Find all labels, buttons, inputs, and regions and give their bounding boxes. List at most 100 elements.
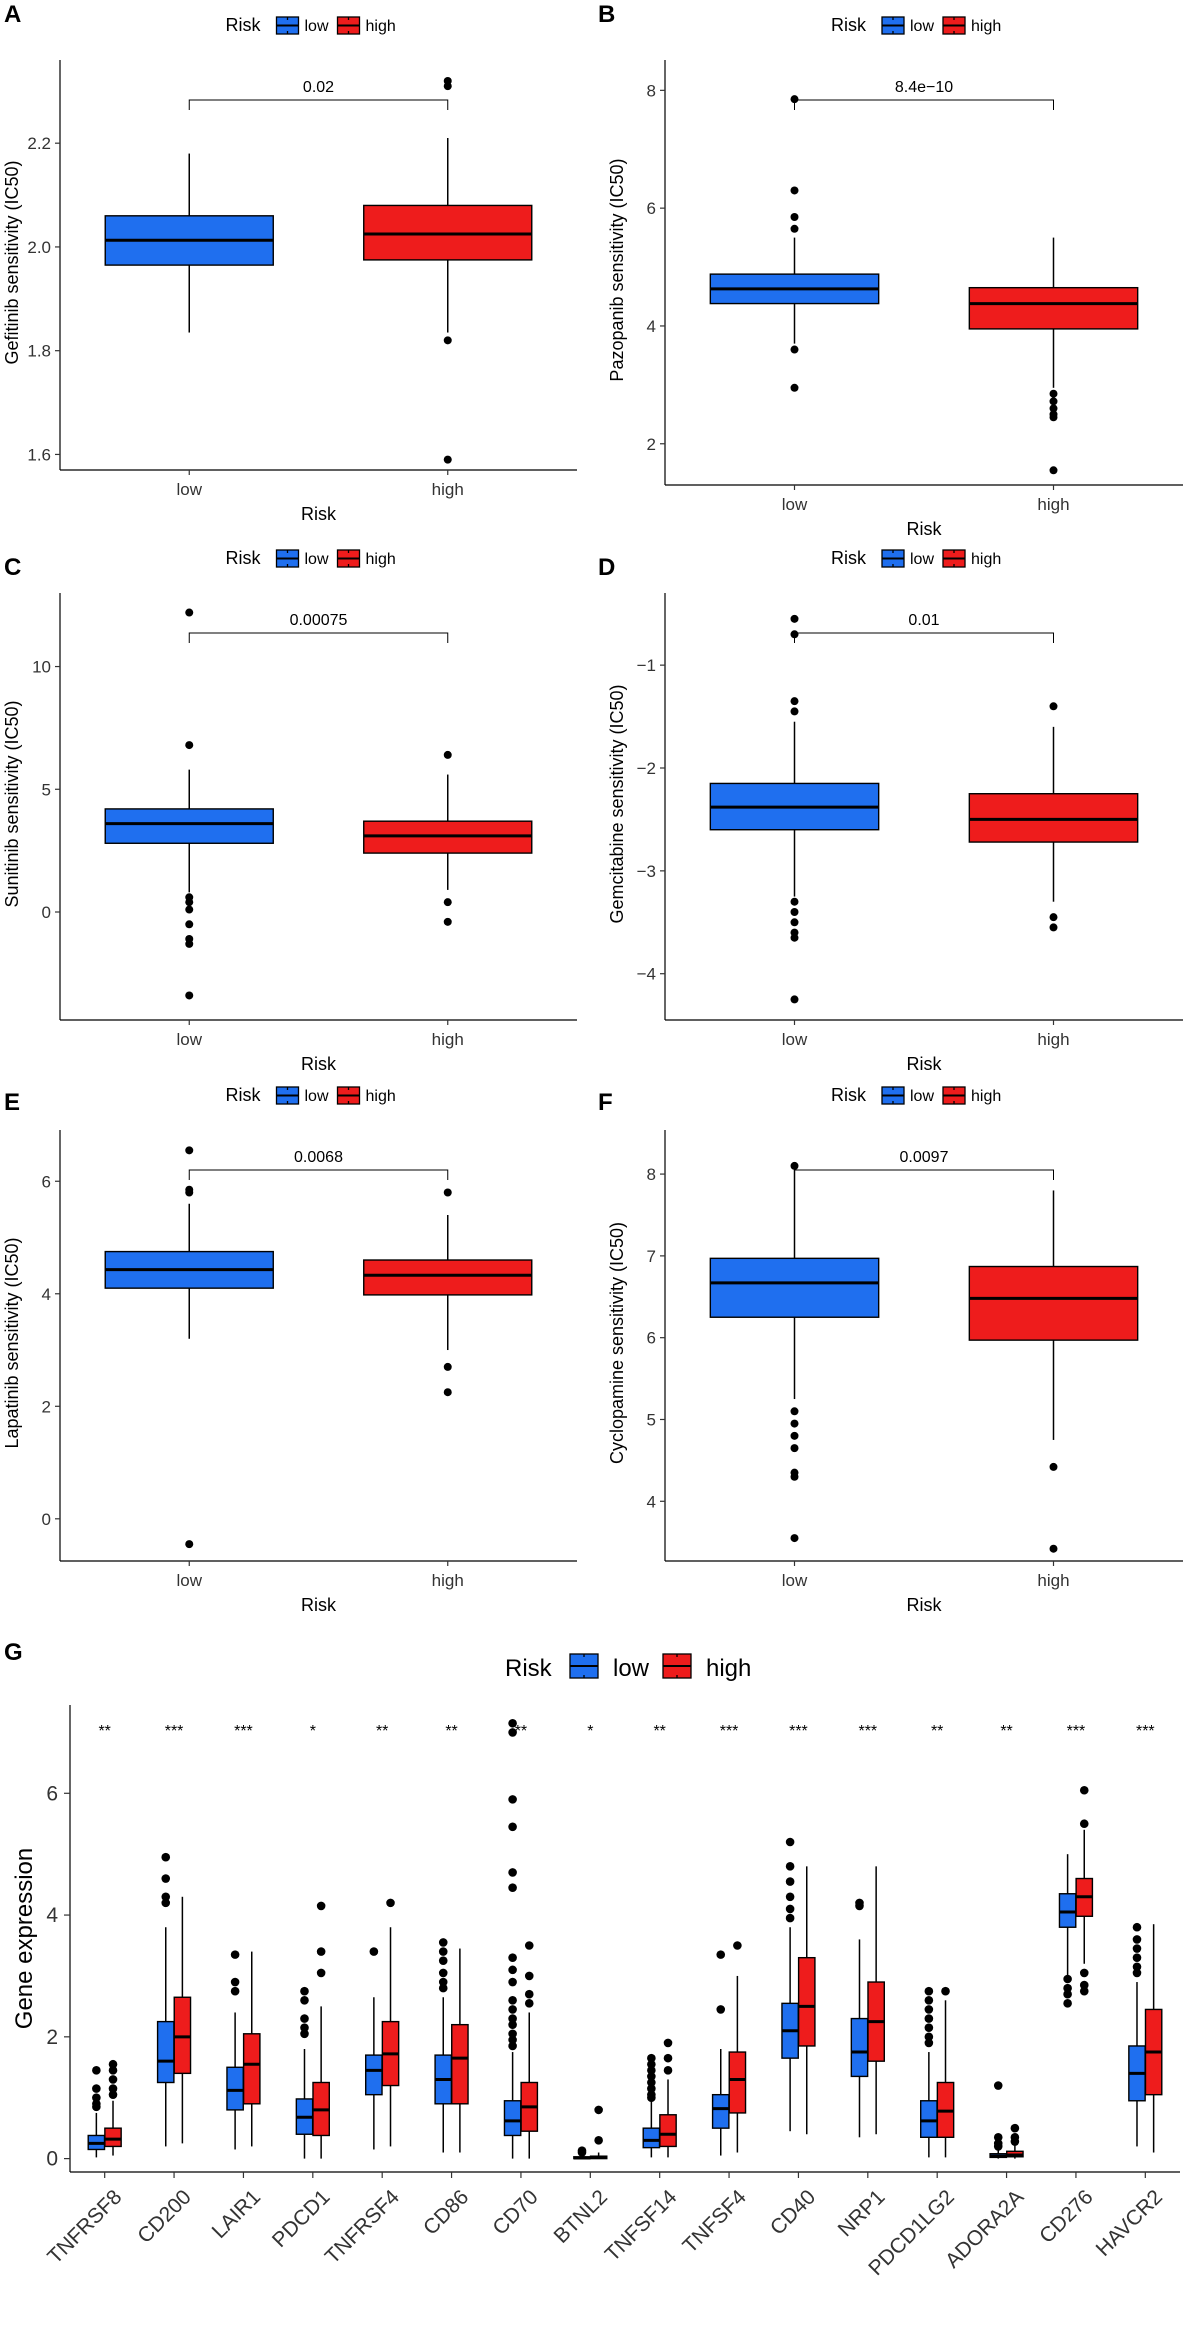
y-tick-label: 4 [647, 1492, 656, 1511]
box-low-outlier [647, 2072, 656, 2081]
box-low-outlier [790, 1472, 799, 1481]
y-tick-label: 6 [42, 1172, 51, 1191]
gene-group-cd200: *** CD200 [133, 1723, 195, 2248]
y-tick-label: −2 [637, 759, 656, 778]
significance-label: ** [445, 1723, 457, 1740]
box-high-outlier [443, 750, 452, 759]
legend-title: Risk [226, 1085, 262, 1105]
pvalue-bracket [794, 1169, 1054, 1180]
y-tick-label: 2 [46, 2026, 58, 2049]
box-low-outlier [92, 2084, 101, 2093]
box-low-outlier [508, 1822, 517, 1832]
box-high-outlier [524, 1999, 534, 2008]
box-low-outlier [993, 2142, 1003, 2151]
box-low-outlier [185, 608, 194, 617]
box-low-outlier [924, 1995, 934, 2005]
box-low-outlier [508, 2014, 517, 2023]
y-tick-label: 2.0 [27, 238, 51, 257]
box-low-box [920, 2100, 938, 2138]
y-tick-label: 6 [647, 199, 656, 218]
box-low-box [850, 2017, 869, 2078]
box-low-outlier [577, 2146, 587, 2155]
box-low-outlier [508, 1965, 517, 1975]
box-low-outlier [92, 2102, 101, 2112]
box-high-outlier [1049, 466, 1058, 475]
y-axis-title: Gefitinib sensitivity (IC50) [2, 160, 22, 364]
box-low-outlier [790, 1161, 799, 1170]
x-axis-title: Risk [907, 1595, 943, 1615]
box-low-outlier [508, 1728, 517, 1737]
box-high-outlier [316, 1947, 326, 1956]
box-low-outlier [855, 1901, 864, 1911]
x-tick-label: TNFRSF4 [321, 2185, 404, 2268]
x-axis-title: Risk [907, 519, 943, 539]
box-low-outlier [185, 1146, 194, 1155]
box-high-outlier [108, 2075, 118, 2084]
box-high-outlier [594, 2105, 603, 2115]
box-low-outlier [790, 1419, 799, 1428]
pvalue-label: 0.0068 [294, 1149, 343, 1166]
box-low-outlier [300, 1995, 309, 2005]
gene-group-tnfsf4: *** TNFSF4 [678, 1723, 751, 2258]
box-low-outlier [185, 1540, 194, 1549]
panel-f: F Risk low high 4 5 6 7 8 low high Risk Cyclopamine … [598, 1085, 1183, 1615]
box-low-outlier [508, 1977, 517, 1987]
gene-group-lair1: *** LAIR1 [208, 1723, 266, 2243]
box-high-box [968, 793, 1139, 843]
y-axis-title: Cyclopamine sensitivity (IC50) [607, 1222, 627, 1464]
x-tick-label-low: low [782, 495, 808, 514]
box-low-outlier [161, 1892, 171, 1902]
box-high-outlier [733, 1941, 742, 1950]
box-low-box [503, 2100, 522, 2137]
box-low-outlier [993, 2132, 1003, 2142]
box-low-outlier [508, 1995, 517, 2005]
significance-label: * [310, 1723, 316, 1740]
gene-group-btnl2: * BTNL2 [550, 1723, 612, 2248]
box-high-outlier [663, 2053, 673, 2063]
box-low-outlier [790, 697, 799, 706]
x-tick-label: CD200 [133, 2185, 195, 2247]
box-low-box [365, 2054, 383, 2096]
box-low-outlier [993, 2081, 1003, 2090]
box-low-outlier [716, 2005, 726, 2014]
panel-label: D [598, 554, 615, 581]
box-low-outlier [647, 2093, 656, 2103]
legend-title: Risk [831, 1085, 867, 1105]
gene-group-cd86: ** CD86 [419, 1723, 473, 2240]
box-low-outlier [438, 1947, 448, 1956]
box-low-outlier [508, 2005, 517, 2014]
box-low-outlier [300, 2029, 309, 2039]
legend-title: Risk [831, 548, 867, 568]
box-high-outlier [594, 2136, 603, 2145]
box-high-outlier [443, 82, 452, 91]
y-tick-label: 4 [46, 1904, 58, 1927]
box-low-outlier [230, 1986, 240, 1996]
box-low-outlier [185, 905, 194, 914]
pvalue-bracket [794, 99, 1054, 110]
box-low-outlier [92, 2093, 101, 2103]
box-low-outlier [785, 1877, 795, 1886]
pvalue-bracket [188, 1169, 449, 1180]
box-low-outlier [785, 1904, 795, 1914]
panel-label: B [598, 1, 615, 28]
y-tick-label: 5 [647, 1410, 656, 1429]
box-high-outlier [316, 1968, 326, 1978]
box-high-outlier [108, 2059, 118, 2069]
box-high-outlier [941, 1986, 950, 1996]
box-high-outlier [1049, 397, 1058, 406]
box-low-outlier [647, 2084, 656, 2093]
gene-group-tnfrsf4: ** TNFRSF4 [321, 1723, 404, 2269]
box-low-outlier [790, 212, 799, 221]
box-low-outlier [185, 1188, 194, 1197]
y-axis-title: Gemcitabine sensitivity (IC50) [607, 684, 627, 923]
legend-label-high: high [366, 1088, 396, 1105]
box-low-outlier [790, 897, 799, 906]
pvalue-bracket [188, 99, 449, 110]
box-low-outlier [300, 2014, 309, 2023]
box-high-outlier [1049, 1544, 1058, 1553]
box-high-outlier [663, 2038, 673, 2048]
significance-label: *** [234, 1723, 253, 1740]
box-low-outlier [790, 224, 799, 233]
legend-label-low: low [910, 1088, 934, 1105]
y-tick-label: 2 [42, 1397, 51, 1416]
